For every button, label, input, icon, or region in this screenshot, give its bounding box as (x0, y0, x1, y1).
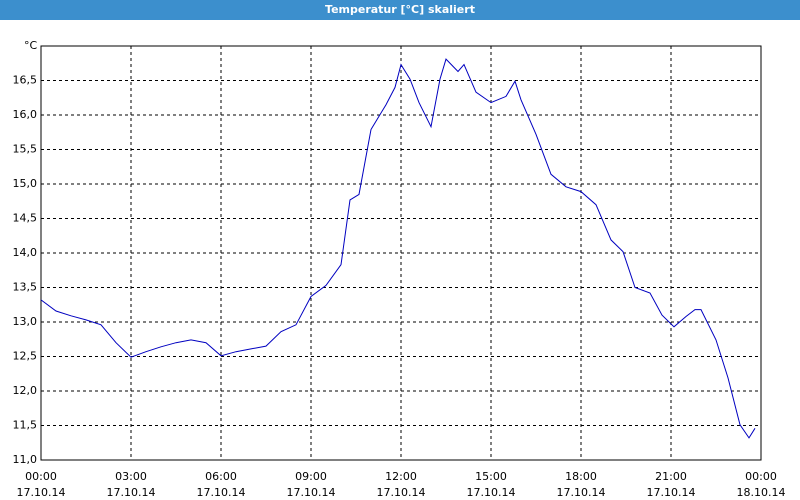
y-tick-label: 15,5 (13, 143, 38, 156)
x-tick-label: 09:00 17.10.14 (286, 470, 336, 499)
y-tick-label: 15,0 (13, 177, 38, 190)
y-unit: °C (24, 39, 38, 52)
x-tick-label: 21:00 17.10.14 (646, 470, 696, 499)
x-tick-label: 00:00 18.10.14 (736, 470, 786, 499)
y-tick-label: 12,0 (13, 384, 38, 397)
x-tick-label: 15:00 17.10.14 (466, 470, 516, 499)
title-bar: Temperatur [°C] skaliert (0, 0, 800, 20)
y-tick-label: 11,5 (13, 419, 38, 432)
x-tick-label: 12:00 17.10.14 (376, 470, 426, 499)
y-tick-label: 14,5 (13, 212, 38, 225)
y-tick-label: 13,5 (13, 281, 38, 294)
y-tick-label: 16,0 (13, 108, 38, 121)
y-tick-label: 14,0 (13, 246, 38, 259)
y-tick-label: 16,5 (13, 74, 38, 87)
temperature-line (40, 58, 756, 439)
y-tick-label: 11,0 (13, 453, 38, 466)
x-tick-label: 06:00 17.10.14 (196, 470, 246, 499)
y-tick-label: 12,5 (13, 350, 38, 363)
x-tick-label: 18:00 17.10.14 (556, 470, 606, 499)
y-tick-label: 13,0 (13, 315, 38, 328)
x-tick-label: 03:00 17.10.14 (106, 470, 156, 499)
x-tick-label: 00:00 17.10.14 (16, 470, 66, 499)
